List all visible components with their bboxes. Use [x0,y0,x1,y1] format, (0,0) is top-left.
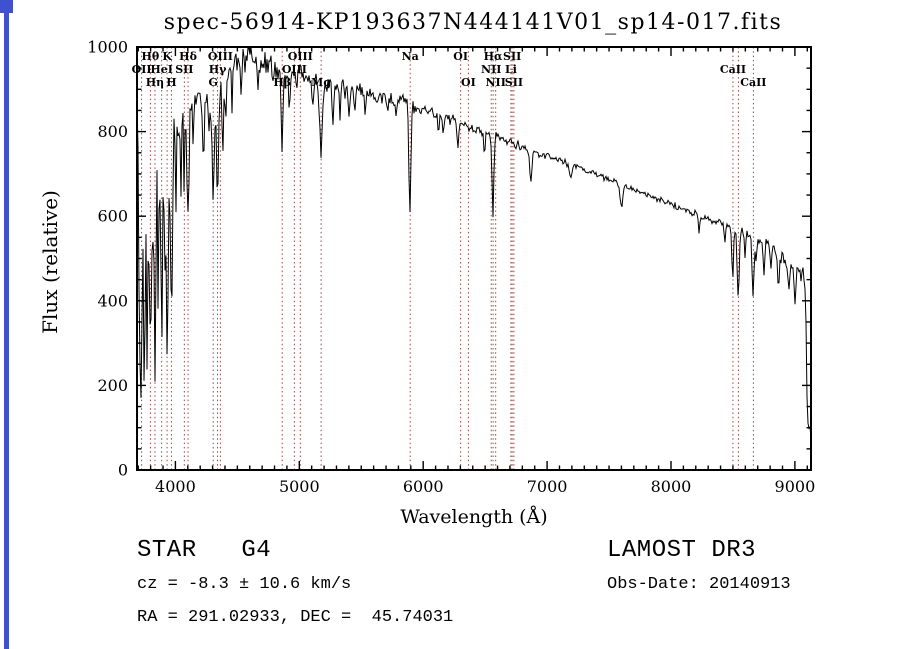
left-edge-accent-square [0,0,13,13]
y-tick-label: 600 [97,207,128,226]
x-axis-label: Wavelength (Å) [400,506,548,528]
tick-labels: 4000 5000 6000 7000 8000 9000 0 200 400 600 800 100… [87,38,815,497]
line-label: Li [505,63,517,76]
survey-name: LAMOST DR3 [607,537,757,564]
line-label: SII [503,50,521,63]
left-edge-accent-strip [4,0,9,649]
spectrum-trace [136,46,812,439]
y-tick-label: 800 [97,122,128,141]
object-classification: STAR G4 [137,537,272,564]
line-label: CaII [720,63,746,76]
x-tick-label: 5000 [279,477,320,496]
line-label: OIII [208,50,233,63]
axis-ticks [137,46,811,471]
line-label: H [166,76,176,89]
line-label: SII [175,63,193,76]
x-tick-label: 8000 [651,477,692,496]
line-label: HeI [150,63,173,76]
line-label: Hη [146,76,164,89]
y-tick-label: 400 [97,291,128,310]
line-label: Mg [311,76,331,89]
line-label: OII [132,63,152,76]
x-tick-label: 6000 [403,477,444,496]
line-label: Hθ [142,50,160,63]
chart-title: spec-56914-KP193637N444141V01_sp14-017.f… [163,10,783,35]
line-label: G [208,76,217,89]
radial-velocity: cz = -8.3 ± 10.6 km/s [137,575,352,594]
line-label: NII [486,76,506,89]
line-label: CaII [740,76,766,89]
y-tick-label: 1000 [87,38,128,57]
y-tick-label: 200 [97,376,128,395]
line-label: K [162,50,172,63]
x-tick-label: 4000 [155,477,196,496]
line-label: OIII [282,63,307,76]
observation-date: Obs-Date: 20140913 [607,575,791,594]
line-label: SII [505,76,523,89]
line-label: Hβ [273,76,291,89]
line-label: Hα [484,50,503,63]
line-label: NII [481,63,501,76]
line-label: Hγ [209,63,227,76]
line-label: Na [402,50,419,63]
line-label: OI [453,50,468,63]
line-label: OIII [288,50,313,63]
y-tick-label: 0 [118,461,128,480]
x-tick-label: 7000 [527,477,568,496]
x-tick-label: 9000 [775,477,816,496]
line-label: OI [461,76,476,89]
coordinates: RA = 291.02933, DEC = 45.74031 [137,608,454,627]
axes-box [136,46,812,471]
line-label: Hδ [179,50,197,63]
spectral-line-markers [141,47,754,470]
